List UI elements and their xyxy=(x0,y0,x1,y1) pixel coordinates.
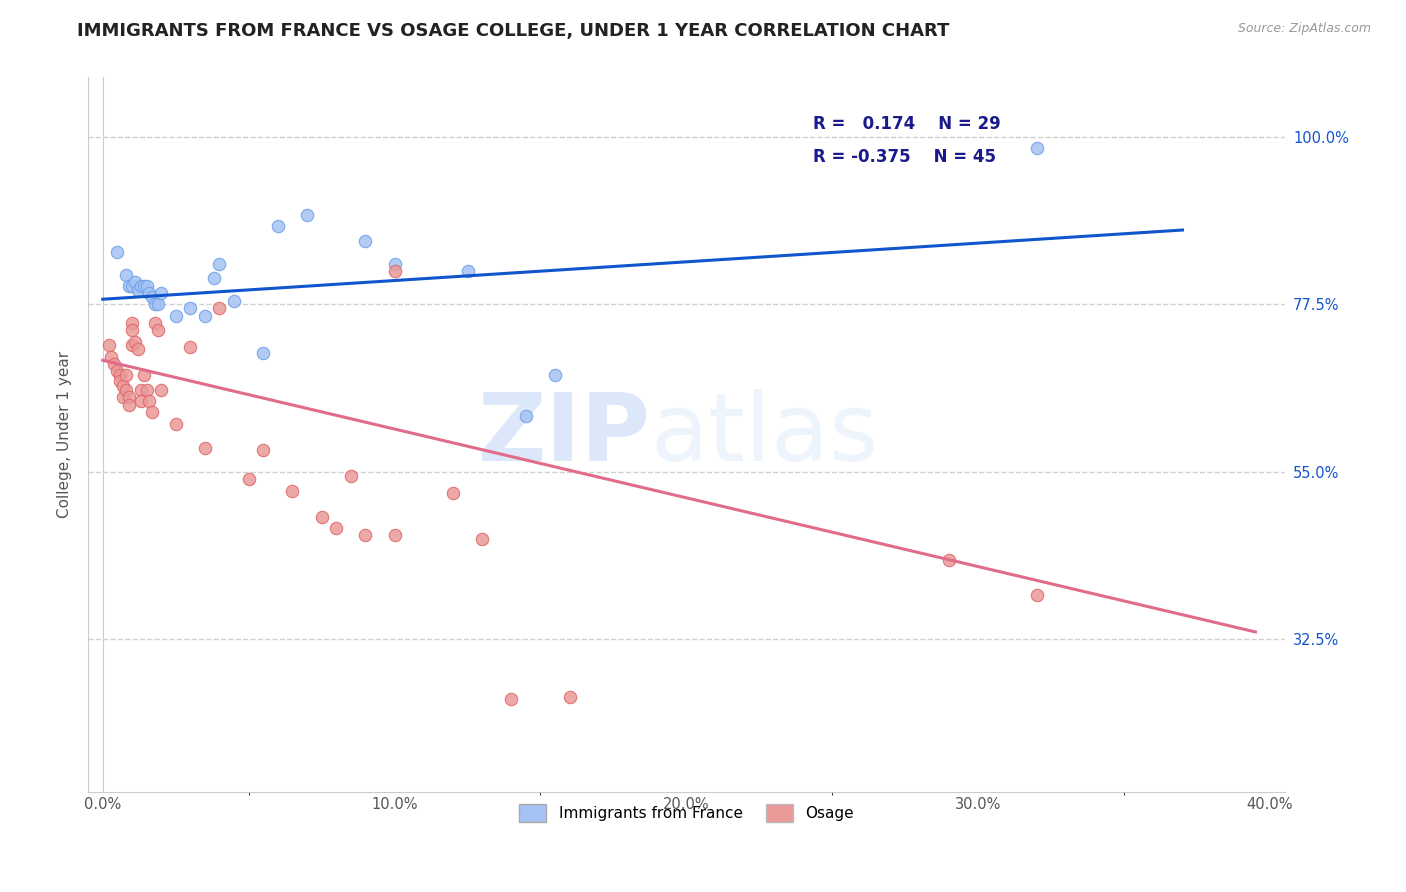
Point xyxy=(127,283,149,297)
Point xyxy=(121,278,143,293)
Point xyxy=(384,264,406,278)
Point xyxy=(325,521,347,535)
Point xyxy=(112,391,135,405)
Point xyxy=(118,278,141,293)
Text: R =   0.174    N = 29: R = 0.174 N = 29 xyxy=(813,115,1001,133)
Point xyxy=(194,309,217,323)
Point xyxy=(222,293,245,308)
Point xyxy=(127,342,149,356)
Point xyxy=(165,309,187,323)
Point xyxy=(354,528,377,542)
Point xyxy=(143,297,166,311)
Point xyxy=(295,208,318,222)
Point xyxy=(281,483,304,498)
Point xyxy=(105,364,128,378)
Point xyxy=(121,316,143,330)
Point xyxy=(252,346,274,360)
Point xyxy=(515,409,537,423)
Point xyxy=(141,290,163,304)
Point xyxy=(138,394,160,409)
Point xyxy=(118,398,141,412)
Point xyxy=(267,219,290,234)
Point xyxy=(384,256,406,270)
Point xyxy=(129,278,152,293)
Point xyxy=(148,324,170,338)
Point xyxy=(441,485,464,500)
Point xyxy=(100,350,122,364)
Point xyxy=(150,383,173,397)
Point xyxy=(129,383,152,397)
Point xyxy=(202,271,225,285)
Point xyxy=(129,394,152,409)
Point xyxy=(238,472,260,486)
Point xyxy=(115,368,138,383)
Point xyxy=(501,692,523,706)
Point xyxy=(110,368,132,383)
Point xyxy=(132,278,155,293)
Point xyxy=(384,528,406,542)
Point xyxy=(252,442,274,457)
Point xyxy=(105,245,128,260)
Point xyxy=(141,405,163,419)
Point xyxy=(115,383,138,397)
Point xyxy=(194,441,217,455)
Point xyxy=(138,286,160,301)
Point xyxy=(135,278,157,293)
Point xyxy=(124,334,146,349)
Text: ZIP: ZIP xyxy=(478,389,651,481)
Point xyxy=(121,338,143,352)
Point xyxy=(179,301,201,315)
Point xyxy=(558,690,581,704)
Text: Source: ZipAtlas.com: Source: ZipAtlas.com xyxy=(1237,22,1371,36)
Point xyxy=(124,275,146,289)
Point xyxy=(97,338,120,352)
Point xyxy=(208,256,231,270)
Point xyxy=(938,553,960,567)
Point xyxy=(135,383,157,397)
Point xyxy=(1025,141,1047,155)
Point xyxy=(143,316,166,330)
Point xyxy=(148,297,170,311)
Point xyxy=(544,368,567,383)
Point xyxy=(339,468,361,483)
Point xyxy=(150,286,173,301)
Point xyxy=(471,532,494,546)
Y-axis label: College, Under 1 year: College, Under 1 year xyxy=(58,351,72,518)
Point xyxy=(110,374,132,388)
Point xyxy=(118,391,141,405)
Text: atlas: atlas xyxy=(651,389,879,481)
Point xyxy=(179,340,201,354)
Point xyxy=(165,417,187,431)
Text: R = -0.375    N = 45: R = -0.375 N = 45 xyxy=(813,147,995,166)
Point xyxy=(112,379,135,393)
Point xyxy=(208,301,231,315)
Point xyxy=(457,264,479,278)
Text: IMMIGRANTS FROM FRANCE VS OSAGE COLLEGE, UNDER 1 YEAR CORRELATION CHART: IMMIGRANTS FROM FRANCE VS OSAGE COLLEGE,… xyxy=(77,22,949,40)
Point xyxy=(132,368,155,383)
Legend: Immigrants from France, Osage: Immigrants from France, Osage xyxy=(506,792,866,834)
Point xyxy=(115,268,138,282)
Point xyxy=(354,234,377,248)
Point xyxy=(103,357,125,371)
Point xyxy=(311,509,333,524)
Point xyxy=(1025,588,1047,602)
Point xyxy=(121,324,143,338)
